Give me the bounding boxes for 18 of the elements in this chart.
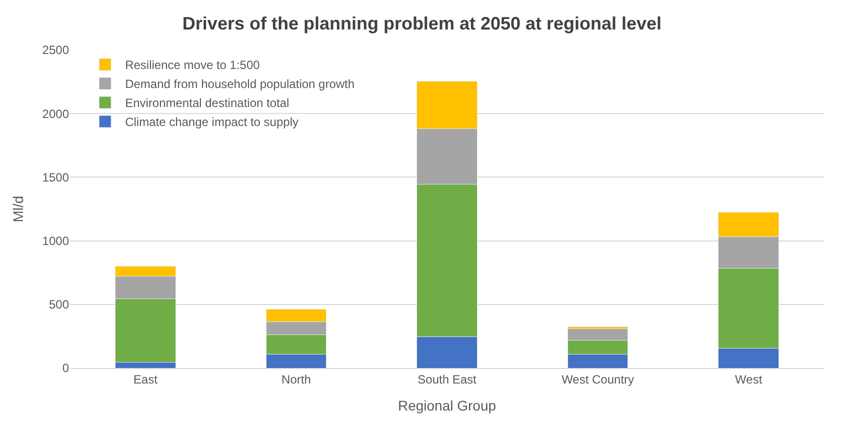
y-tick-label: 2000: [42, 106, 70, 121]
x-tick-label: North: [282, 372, 311, 386]
legend-label: Environmental destination total: [125, 96, 290, 110]
y-tick-label: 1500: [42, 170, 70, 184]
legend-label: Climate change impact to supply: [125, 115, 298, 130]
x-axis-title: Regional Group: [398, 398, 496, 414]
legend-label: Demand from household population growth: [125, 77, 355, 92]
x-tick-label: West Country: [562, 372, 634, 386]
y-tick-label: 0: [62, 361, 70, 376]
y-tick-label: 500: [48, 298, 70, 312]
x-tick-label: South East: [418, 372, 478, 386]
y-tick-label: 2500: [42, 43, 70, 58]
legend-label: Resilience move to 1:500: [125, 58, 260, 72]
y-axis-title: Ml/d: [10, 196, 26, 222]
x-tick-label: West: [735, 372, 763, 386]
x-tick-label: East: [133, 372, 158, 386]
chart-title: Drivers of the planning problem at 2050 at regional level: [182, 14, 662, 34]
y-tick-label: 1000: [42, 234, 70, 248]
